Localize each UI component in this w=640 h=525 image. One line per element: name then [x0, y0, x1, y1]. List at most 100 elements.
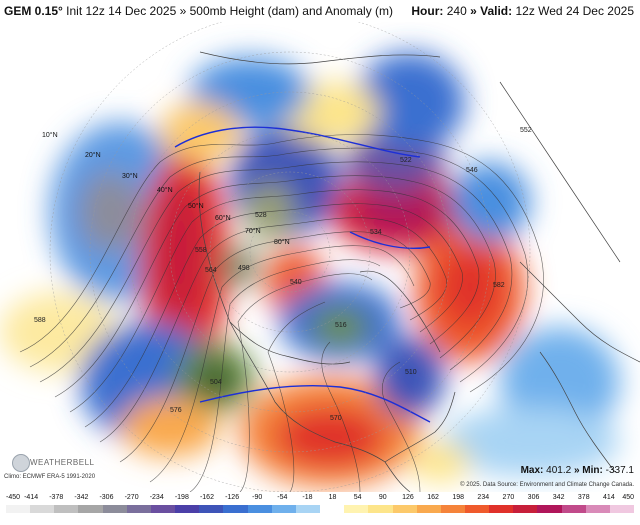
- colorbar-segment: [150, 505, 176, 513]
- colorbar-segment: [489, 505, 514, 513]
- colorbar-tick: -162: [199, 494, 214, 501]
- colorbar-segment: [78, 505, 103, 513]
- colorbar-segment: [513, 505, 538, 513]
- lat-label: 30°N: [122, 172, 138, 180]
- colorbar-tick: -126: [225, 494, 240, 501]
- valid-label: » Valid:: [466, 4, 513, 18]
- colorbar-tick: -270: [124, 494, 139, 501]
- colorbar-segment: [464, 505, 490, 513]
- colorbar-segment: [392, 505, 417, 513]
- max-label: Max:: [520, 465, 544, 476]
- colorbar-segment: [54, 505, 79, 513]
- min-label: » Min:: [571, 465, 603, 476]
- colorbar-segment: [537, 505, 562, 513]
- height-label: 504: [210, 379, 222, 386]
- colorbar-segment: [440, 505, 465, 513]
- height-label: 516: [335, 322, 347, 329]
- anomaly-map: 10°N 20°N 30°N 40°N 50°N 60°N 70°N 80°N …: [0, 22, 640, 492]
- valid-time: Hour: 240 » Valid: 12z Wed 24 Dec 2025: [411, 4, 634, 18]
- logo-text: WEATHERBELL: [30, 458, 95, 467]
- colorbar-segment: [320, 505, 345, 513]
- anomaly-field: [0, 52, 620, 487]
- colorbar-segment: [30, 505, 55, 513]
- colorbar-tick: 342: [552, 494, 565, 501]
- colorbar-tick: -234: [149, 494, 164, 501]
- weatherbell-logo: WEATHERBELL: [8, 452, 98, 472]
- colorbar-segment: [416, 505, 441, 513]
- colorbar-segment: [223, 505, 248, 513]
- colorbar-tick: -54: [277, 494, 288, 501]
- height-label: 552: [520, 127, 532, 134]
- colorbar-segment: [344, 505, 369, 513]
- colorbar-tick: 450: [622, 494, 634, 501]
- colorbar-tick: -306: [99, 494, 114, 501]
- hour-value: 240: [446, 4, 467, 18]
- height-label: 498: [238, 265, 250, 272]
- colorbar-segment: [247, 505, 272, 513]
- height-label: 576: [170, 407, 182, 414]
- colorbar-tick: 234: [477, 494, 490, 501]
- colorbar-segment: [295, 505, 321, 513]
- height-label: 522: [400, 157, 412, 164]
- init-time: Init 12z 14 Dec 2025: [62, 4, 177, 18]
- colorbar-segment: [102, 505, 127, 513]
- height-label: 588: [34, 317, 46, 324]
- colorbar: [6, 505, 635, 513]
- colorbar-tick: 162: [427, 494, 439, 501]
- height-label: 558: [195, 247, 207, 254]
- coastlines: [198, 51, 640, 492]
- height-label: 570: [330, 415, 342, 422]
- map-title: GEM 0.15° Init 12z 14 Dec 2025 » 500mb H…: [4, 4, 393, 18]
- colorbar-segment: [368, 505, 393, 513]
- lat-label: 10°N: [42, 131, 58, 139]
- lat-labels: 10°N 20°N 30°N 40°N 50°N 60°N 70°N 80°N: [42, 131, 290, 246]
- logo-globe-icon: [12, 454, 30, 472]
- colorbar-tick: 90: [378, 494, 387, 501]
- colorbar-segment: [199, 505, 224, 513]
- min-value: -337.1: [605, 465, 634, 476]
- valid-value: 12z Wed 24 Dec 2025: [515, 4, 634, 18]
- colorbar-segment: [609, 505, 635, 513]
- height-contours: [19, 134, 544, 492]
- colorbar-tick: -198: [174, 494, 189, 501]
- colorbar-tick: -378: [49, 494, 64, 501]
- colorbar-tick: -450: [6, 494, 21, 501]
- colorbar-tick: 126: [402, 494, 414, 501]
- map-svg: 10°N 20°N 30°N 40°N 50°N 60°N 70°N 80°N …: [0, 22, 640, 492]
- height-label: 540: [290, 279, 302, 286]
- lat-label: 80°N: [274, 238, 290, 246]
- height-labels: 588 582 576 570 564 558 552 546 540 534 …: [34, 127, 532, 422]
- colorbar-segment: [561, 505, 586, 513]
- colorbar-tick: 270: [502, 494, 515, 501]
- colorbar-tick: -342: [74, 494, 89, 501]
- colorbar-tick: -414: [24, 494, 39, 501]
- colorbar-segment: [126, 505, 151, 513]
- lat-label: 20°N: [85, 151, 101, 159]
- colorbar-tick: -90: [252, 494, 263, 501]
- map-header: GEM 0.15° Init 12z 14 Dec 2025 » 500mb H…: [0, 0, 640, 22]
- climo-note: Climo: ECMWF ERA-5 1991-2020: [4, 474, 96, 480]
- height-label: 564: [205, 267, 217, 274]
- max-min-readout: Max: 401.2 » Min: -337.1: [521, 465, 634, 476]
- colorbar-segment: [585, 505, 610, 513]
- max-value: 401.2: [546, 465, 572, 476]
- product-name: » 500mb Height (dam) and Anomaly (m): [176, 4, 394, 18]
- hour-label: Hour:: [411, 4, 444, 18]
- colorbar-tick: 198: [452, 494, 464, 501]
- copyright-note: © 2025. Data Source: Environment and Cli…: [460, 482, 634, 488]
- lat-circles: [49, 22, 531, 492]
- lat-label: 50°N: [188, 202, 204, 210]
- height-label: 582: [493, 282, 505, 289]
- model-name: GEM 0.15°: [4, 4, 63, 18]
- colorbar-segment: [175, 505, 200, 513]
- colorbar-tick: 54: [353, 494, 362, 501]
- height-label: 528: [255, 212, 267, 219]
- colorbar-tick: 18: [328, 494, 337, 501]
- colorbar-segment: [6, 505, 31, 513]
- height-label: 546: [466, 167, 478, 174]
- colorbar-tick: 306: [527, 494, 540, 501]
- height-label: 534: [370, 229, 382, 236]
- colorbar-tick: 414: [603, 494, 615, 501]
- colorbar-segment: [271, 505, 296, 513]
- lat-label: 70°N: [245, 227, 261, 235]
